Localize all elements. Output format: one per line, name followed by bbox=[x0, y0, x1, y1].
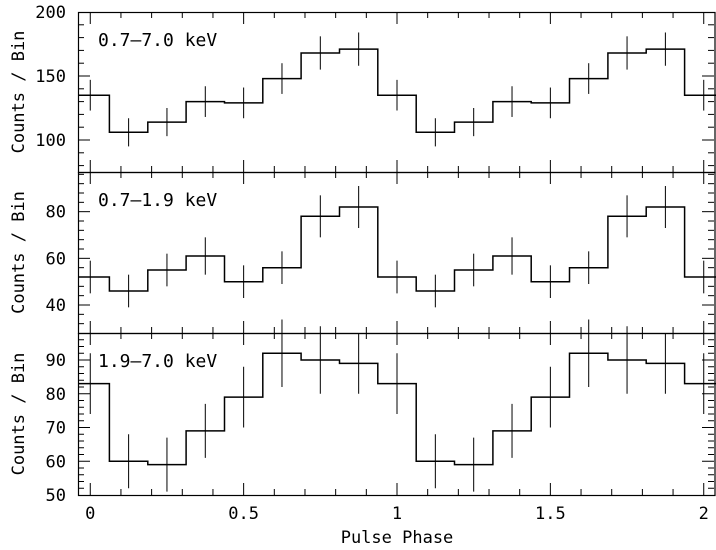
y-axis-label: Counts / Bin bbox=[9, 31, 29, 154]
y-tick-label: 60 bbox=[46, 249, 66, 269]
y-tick-label: 70 bbox=[46, 419, 66, 439]
y-axis-label: Counts / Bin bbox=[9, 353, 29, 476]
band-label: 1.9–7.0 keV bbox=[98, 351, 217, 372]
y-tick-label: 200 bbox=[35, 3, 66, 23]
band-label: 0.7–7.0 keV bbox=[98, 30, 217, 51]
band-label: 0.7–1.9 keV bbox=[98, 190, 217, 211]
y-tick-label: 150 bbox=[35, 67, 66, 87]
y-tick-label: 50 bbox=[46, 486, 66, 506]
y-tick-label: 80 bbox=[46, 385, 66, 405]
x-tick-label: 2 bbox=[699, 504, 709, 524]
y-tick-label: 80 bbox=[46, 203, 66, 223]
y-axis-label: Counts / Bin bbox=[9, 191, 29, 314]
y-tick-label: 100 bbox=[35, 131, 66, 151]
y-tick-label: 90 bbox=[46, 351, 66, 371]
x-tick-label: 0 bbox=[85, 504, 95, 524]
y-tick-label: 40 bbox=[46, 296, 66, 316]
x-axis-label: Pulse Phase bbox=[341, 528, 454, 548]
y-tick-label: 60 bbox=[46, 452, 66, 472]
x-tick-label: 0.5 bbox=[228, 504, 259, 524]
x-tick-label: 1.5 bbox=[535, 504, 566, 524]
x-tick-label: 1 bbox=[392, 504, 402, 524]
